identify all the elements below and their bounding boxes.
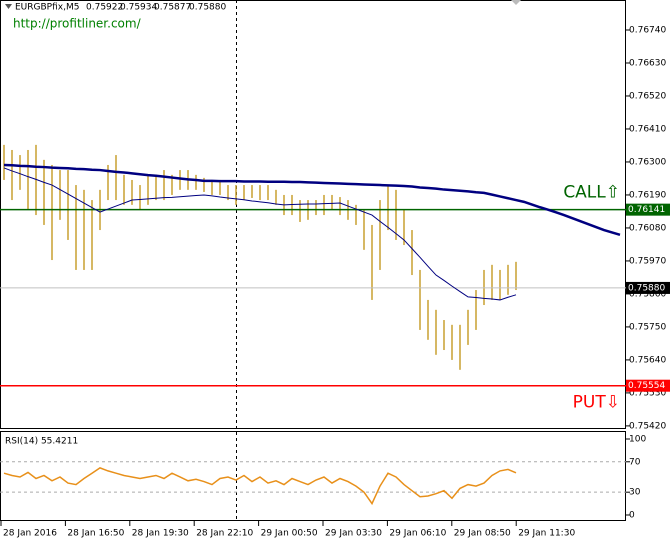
- site-url: http://profitliner.com/: [13, 17, 142, 31]
- ohlc-close: 0.75880: [189, 3, 226, 13]
- y-tick-label: 0.76740: [629, 25, 666, 35]
- symbol: EURGBPfix,M5: [15, 3, 79, 13]
- y-tick-label: 100: [629, 434, 646, 444]
- x-tick-label: 29 Jan 06:10: [389, 529, 446, 539]
- level-label: PUT⇩: [573, 393, 620, 413]
- x-tick-label: 29 Jan 00:50: [261, 529, 318, 539]
- price-box-label: 0.75880: [628, 283, 665, 293]
- x-tick-label: 29 Jan 08:50: [454, 529, 511, 539]
- rsi-panel: [0, 431, 626, 521]
- rsi-title: RSI(14) 55.4211: [5, 437, 78, 447]
- y-tick-label: 0.75420: [629, 421, 666, 431]
- price-box: [626, 379, 670, 392]
- price-box: [626, 281, 670, 294]
- y-tick-label: 70: [629, 457, 641, 467]
- indicator-line: [3, 163, 621, 237]
- indicator-line: [3, 467, 517, 506]
- collapse-icon: [5, 4, 12, 9]
- price-box-label: 0.75554: [628, 381, 665, 391]
- y-tick-label: 30: [629, 488, 641, 498]
- shift-marker: [511, 0, 521, 5]
- y-tick-label: 0.76630: [629, 58, 666, 68]
- y-tick-label: 0.75860: [629, 289, 666, 299]
- x-tick-label: 29 Jan 11:30: [518, 529, 575, 539]
- ohlc-high: 0.75934: [120, 3, 157, 13]
- price-box-label: 0.76141: [628, 205, 665, 215]
- y-tick-label: 0.75640: [629, 355, 666, 365]
- y-tick-label: 0: [629, 510, 635, 520]
- y-tick-label: 0.76300: [629, 157, 666, 167]
- indicator-line: [3, 167, 517, 301]
- y-tick-label: 0.76410: [629, 124, 666, 134]
- price-panel: [0, 0, 626, 429]
- ohlc-low: 0.75877: [154, 3, 191, 13]
- y-tick-label: 0.76520: [629, 91, 666, 101]
- x-tick-label: 29 Jan 03:30: [325, 529, 382, 539]
- x-tick-label: 28 Jan 16:50: [67, 529, 124, 539]
- y-tick-label: 0.75750: [629, 322, 666, 332]
- y-tick-label: 0.76080: [629, 223, 666, 233]
- x-tick-label: 28 Jan 22:10: [196, 529, 253, 539]
- x-tick-label: 28 Jan 2016: [3, 529, 57, 539]
- ohlc-open: 0.75922: [86, 3, 123, 13]
- x-tick-label: 28 Jan 19:30: [132, 529, 189, 539]
- price-box: [626, 203, 670, 216]
- level-label: CALL⇧: [563, 183, 620, 203]
- y-tick-label: 0.75970: [629, 256, 666, 266]
- y-tick-label: 0.76190: [629, 190, 666, 200]
- y-tick-label: 0.75530: [629, 388, 666, 398]
